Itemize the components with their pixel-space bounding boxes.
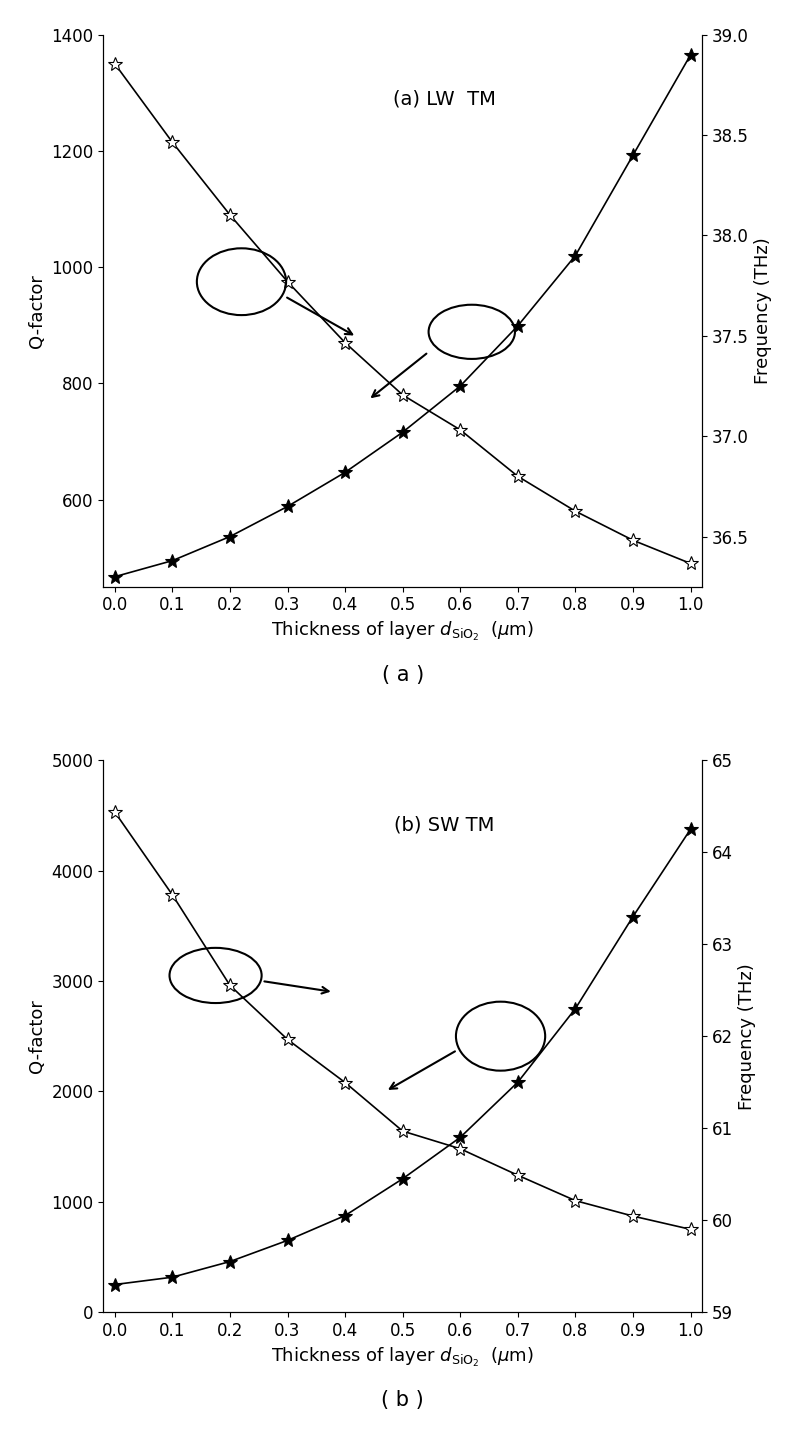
Y-axis label: Q-factor: Q-factor bbox=[28, 1000, 46, 1072]
Text: (b) SW TM: (b) SW TM bbox=[394, 815, 494, 834]
Y-axis label: Q-factor: Q-factor bbox=[28, 273, 46, 347]
Y-axis label: Frequency (THz): Frequency (THz) bbox=[738, 962, 757, 1110]
X-axis label: Thickness of layer $d_{\mathrm{SiO_2}}$  ($\mu$m): Thickness of layer $d_{\mathrm{SiO_2}}$ … bbox=[271, 1346, 534, 1369]
Y-axis label: Frequency (THz): Frequency (THz) bbox=[754, 237, 772, 385]
Text: ( b ): ( b ) bbox=[382, 1390, 424, 1410]
Text: ( a ): ( a ) bbox=[382, 665, 424, 685]
Text: (a) LW  TM: (a) LW TM bbox=[393, 90, 496, 109]
X-axis label: Thickness of layer $d_{\mathrm{SiO_2}}$  ($\mu$m): Thickness of layer $d_{\mathrm{SiO_2}}$ … bbox=[271, 621, 534, 644]
